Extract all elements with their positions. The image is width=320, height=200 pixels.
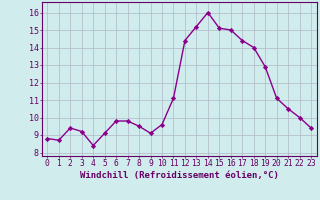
X-axis label: Windchill (Refroidissement éolien,°C): Windchill (Refroidissement éolien,°C) — [80, 171, 279, 180]
